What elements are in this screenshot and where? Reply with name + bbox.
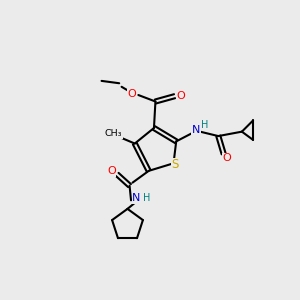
Text: H: H <box>143 193 150 203</box>
Text: O: O <box>222 153 231 163</box>
Text: O: O <box>177 91 185 100</box>
Text: N: N <box>192 125 200 135</box>
Text: H: H <box>201 120 208 130</box>
Text: N: N <box>132 193 140 203</box>
Text: S: S <box>171 158 179 171</box>
Text: O: O <box>107 167 116 176</box>
Text: O: O <box>128 88 136 99</box>
Text: CH₃: CH₃ <box>105 129 122 138</box>
